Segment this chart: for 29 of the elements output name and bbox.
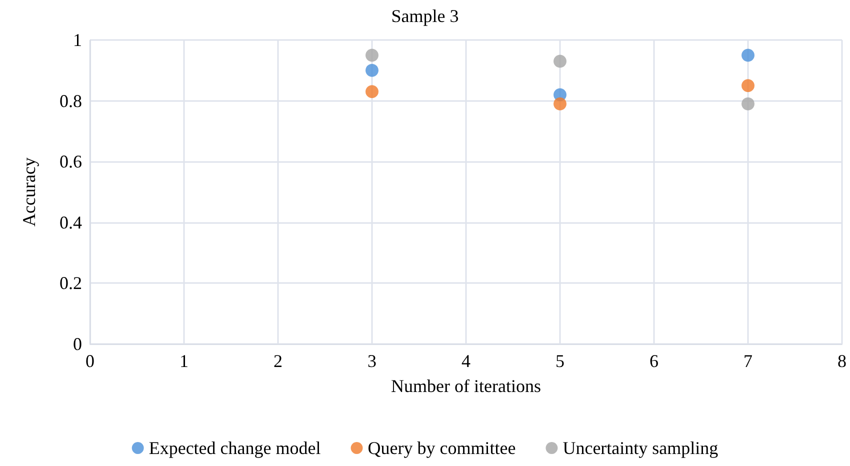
x-tick-label: 5 (556, 351, 564, 371)
y-tick-label: 0 (73, 334, 82, 354)
y-tick-label: 0.2 (60, 273, 82, 294)
point (366, 85, 378, 98)
point (554, 97, 566, 110)
x-tick-label: 4 (462, 351, 470, 371)
x-tick-label: 8 (838, 351, 846, 371)
y-tick-label: 0.4 (60, 212, 82, 232)
x-tick-label: 1 (180, 351, 188, 371)
y-tick-label: 0.6 (60, 152, 82, 172)
legend-label: Uncertainty sampling (562, 438, 718, 458)
legend-label: Expected change model (148, 438, 321, 458)
chart-title: Sample 3 (391, 6, 459, 26)
y-tick-label: 0.8 (60, 90, 82, 111)
point (554, 54, 566, 68)
point (366, 64, 378, 77)
x-tick-label: 3 (368, 351, 376, 371)
point (742, 79, 754, 92)
x-axis-title: Number of iterations (391, 376, 541, 396)
legend-label: Query by committee (368, 438, 516, 458)
y-tick-label: 1 (73, 30, 82, 50)
x-tick-label: 6 (650, 351, 658, 371)
x-tick-label: 0 (86, 351, 94, 371)
y-axis-title: Accuracy (19, 158, 39, 226)
x-tick-label: 2 (274, 351, 282, 371)
x-tick-label: 7 (744, 351, 752, 371)
point (742, 97, 754, 110)
point (742, 48, 754, 62)
point (366, 48, 378, 62)
